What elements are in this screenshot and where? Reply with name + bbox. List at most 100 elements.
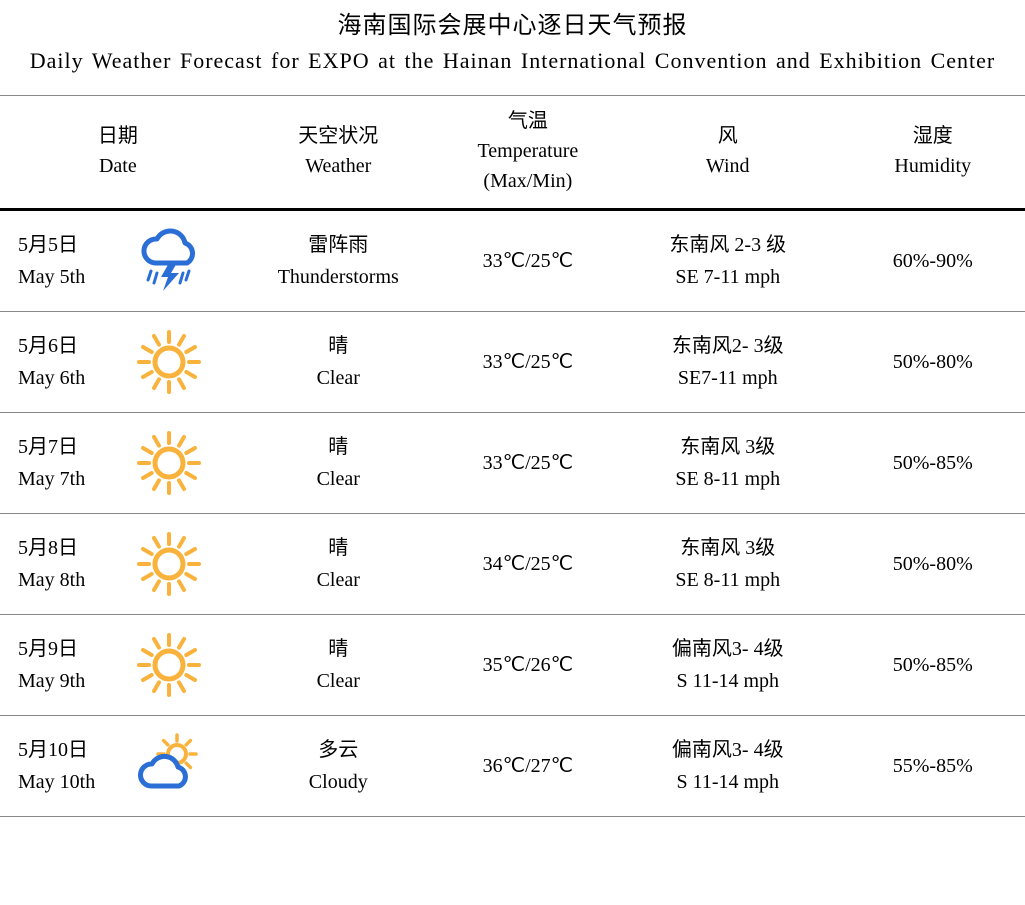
wind-cn: 东南风2- 3级 xyxy=(619,330,837,362)
cell-wind: 东南风 2-3 级 SE 7-11 mph xyxy=(615,209,841,311)
th-date-cn: 日期 xyxy=(4,121,232,151)
cell-humidity: 50%-80% xyxy=(841,311,1025,412)
cell-date: 5月8日 May 8th xyxy=(0,513,133,614)
cell-weather: 晴 Clear xyxy=(236,311,441,412)
weather-cn: 雷阵雨 xyxy=(240,229,437,261)
cell-date: 5月10日 May 10th xyxy=(0,715,133,816)
title-en: Daily Weather Forecast for EXPO at the H… xyxy=(20,44,1005,77)
table-body: 5月5日 May 5th 雷阵雨 Thunderstorms 33℃/25℃ 东… xyxy=(0,209,1025,816)
th-temp-unit: (Max/Min) xyxy=(445,166,611,196)
weather-cn: 晴 xyxy=(240,532,437,564)
title-block: 海南国际会展中心逐日天气预报 Daily Weather Forecast fo… xyxy=(0,10,1025,77)
wind-en: S 11-14 mph xyxy=(619,665,837,697)
table-row: 5月8日 May 8th 晴 Clear 34℃/25℃ 东南风 3级 SE 8… xyxy=(0,513,1025,614)
table-row: 5月10日 May 10th 多云 Cloudy 36℃/27℃ 偏南风3- 4… xyxy=(0,715,1025,816)
weather-cn: 晴 xyxy=(240,330,437,362)
forecast-table: 日期 Date 天空状况 Weather 气温 Temperature (Max… xyxy=(0,95,1025,817)
th-weather-en: Weather xyxy=(240,151,437,181)
cell-icon xyxy=(133,311,236,412)
cell-temp: 34℃/25℃ xyxy=(441,513,615,614)
table-row: 5月6日 May 6th 晴 Clear 33℃/25℃ 东南风2- 3级 SE… xyxy=(0,311,1025,412)
cell-temp: 33℃/25℃ xyxy=(441,412,615,513)
cell-weather: 晴 Clear xyxy=(236,412,441,513)
cell-temp: 36℃/27℃ xyxy=(441,715,615,816)
sunny-icon xyxy=(133,326,232,398)
cell-icon xyxy=(133,513,236,614)
cell-icon xyxy=(133,715,236,816)
cell-humidity: 50%-85% xyxy=(841,412,1025,513)
table-header-row: 日期 Date 天空状况 Weather 气温 Temperature (Max… xyxy=(0,95,1025,209)
th-humidity-en: Humidity xyxy=(845,151,1022,181)
cell-wind: 东南风 3级 SE 8-11 mph xyxy=(615,513,841,614)
th-weather: 天空状况 Weather xyxy=(236,95,441,209)
wind-en: SE 7-11 mph xyxy=(619,261,837,293)
date-en: May 10th xyxy=(18,766,129,798)
cell-date: 5月5日 May 5th xyxy=(0,209,133,311)
cell-humidity: 50%-85% xyxy=(841,614,1025,715)
date-en: May 8th xyxy=(18,564,129,596)
th-date: 日期 Date xyxy=(0,95,236,209)
date-en: May 6th xyxy=(18,362,129,394)
th-wind: 风 Wind xyxy=(615,95,841,209)
table-row: 5月7日 May 7th 晴 Clear 33℃/25℃ 东南风 3级 SE 8… xyxy=(0,412,1025,513)
table-row: 5月5日 May 5th 雷阵雨 Thunderstorms 33℃/25℃ 东… xyxy=(0,209,1025,311)
weather-en: Clear xyxy=(240,362,437,394)
date-cn: 5月6日 xyxy=(18,330,129,362)
th-temp: 气温 Temperature (Max/Min) xyxy=(441,95,615,209)
weather-en: Clear xyxy=(240,463,437,495)
cell-humidity: 55%-85% xyxy=(841,715,1025,816)
cell-humidity: 60%-90% xyxy=(841,209,1025,311)
weather-en: Clear xyxy=(240,564,437,596)
wind-cn: 东南风 3级 xyxy=(619,431,837,463)
partly_cloudy-icon xyxy=(133,730,232,802)
weather-en: Cloudy xyxy=(240,766,437,798)
wind-en: SE 8-11 mph xyxy=(619,564,837,596)
cell-icon xyxy=(133,614,236,715)
th-temp-cn: 气温 xyxy=(445,106,611,136)
date-en: May 9th xyxy=(18,665,129,697)
cell-wind: 东南风 3级 SE 8-11 mph xyxy=(615,412,841,513)
wind-en: SE 8-11 mph xyxy=(619,463,837,495)
cell-icon xyxy=(133,412,236,513)
title-cn: 海南国际会展中心逐日天气预报 xyxy=(20,10,1005,44)
cell-wind: 偏南风3- 4级 S 11-14 mph xyxy=(615,614,841,715)
weather-cn: 晴 xyxy=(240,633,437,665)
wind-en: S 11-14 mph xyxy=(619,766,837,798)
date-cn: 5月10日 xyxy=(18,734,129,766)
weather-forecast-document: 海南国际会展中心逐日天气预报 Daily Weather Forecast fo… xyxy=(0,0,1025,817)
sunny-icon xyxy=(133,629,232,701)
cell-temp: 35℃/26℃ xyxy=(441,614,615,715)
cell-weather: 多云 Cloudy xyxy=(236,715,441,816)
date-cn: 5月7日 xyxy=(18,431,129,463)
wind-cn: 东南风 3级 xyxy=(619,532,837,564)
cell-date: 5月9日 May 9th xyxy=(0,614,133,715)
wind-cn: 偏南风3- 4级 xyxy=(619,734,837,766)
thunderstorm-icon xyxy=(133,225,232,297)
weather-en: Thunderstorms xyxy=(240,261,437,293)
date-en: May 5th xyxy=(18,261,129,293)
th-humidity: 湿度 Humidity xyxy=(841,95,1025,209)
cell-wind: 东南风2- 3级 SE7-11 mph xyxy=(615,311,841,412)
weather-cn: 晴 xyxy=(240,431,437,463)
weather-en: Clear xyxy=(240,665,437,697)
date-en: May 7th xyxy=(18,463,129,495)
sunny-icon xyxy=(133,427,232,499)
th-humidity-cn: 湿度 xyxy=(845,121,1022,151)
cell-humidity: 50%-80% xyxy=(841,513,1025,614)
date-cn: 5月5日 xyxy=(18,229,129,261)
cell-weather: 晴 Clear xyxy=(236,614,441,715)
wind-en: SE7-11 mph xyxy=(619,362,837,394)
th-date-en: Date xyxy=(4,151,232,181)
cell-icon xyxy=(133,209,236,311)
date-cn: 5月9日 xyxy=(18,633,129,665)
cell-weather: 晴 Clear xyxy=(236,513,441,614)
th-weather-cn: 天空状况 xyxy=(240,121,437,151)
th-temp-en: Temperature xyxy=(445,136,611,166)
cell-date: 5月7日 May 7th xyxy=(0,412,133,513)
wind-cn: 偏南风3- 4级 xyxy=(619,633,837,665)
cell-temp: 33℃/25℃ xyxy=(441,311,615,412)
cell-temp: 33℃/25℃ xyxy=(441,209,615,311)
th-wind-en: Wind xyxy=(619,151,837,181)
wind-cn: 东南风 2-3 级 xyxy=(619,229,837,261)
cell-weather: 雷阵雨 Thunderstorms xyxy=(236,209,441,311)
